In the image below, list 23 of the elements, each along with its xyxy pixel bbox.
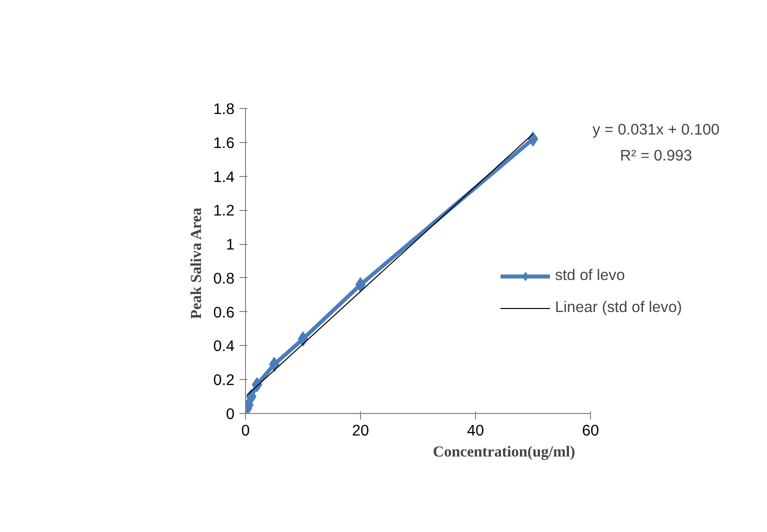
y-tick-label: 0 — [226, 406, 235, 423]
y-tick-label: 0.6 — [213, 304, 235, 322]
y-tick-label: 0.4 — [213, 338, 235, 356]
x-tick-label: 40 — [466, 422, 484, 440]
y-tick-label: 1.4 — [213, 168, 235, 186]
y-tick-label: 1.2 — [213, 202, 235, 220]
y-tick-label: 1.6 — [213, 134, 235, 152]
text: y = 0.031x + 0.100 — [592, 121, 720, 138]
y-tick-label: 1 — [226, 236, 235, 254]
point — [298, 331, 308, 346]
point — [528, 132, 538, 146]
x-tick-label: 20 — [352, 422, 370, 440]
y-axis-title: Peak Saliva Area — [188, 207, 206, 319]
y-tick-label: 0.8 — [213, 270, 235, 288]
legend-label: std of levo — [555, 267, 625, 285]
text: R² = 0.993 — [620, 147, 692, 164]
x-tick-label: 0 — [241, 422, 250, 440]
legend-label: Linear (std of levo) — [555, 299, 682, 317]
y-tick-label: 1.8 — [213, 101, 235, 118]
y-tick-label: 0.2 — [213, 372, 235, 390]
point — [355, 277, 366, 292]
x-tick-label: 60 — [582, 422, 600, 440]
x-axis-title: Concentration(ug/ml) — [432, 444, 576, 460]
